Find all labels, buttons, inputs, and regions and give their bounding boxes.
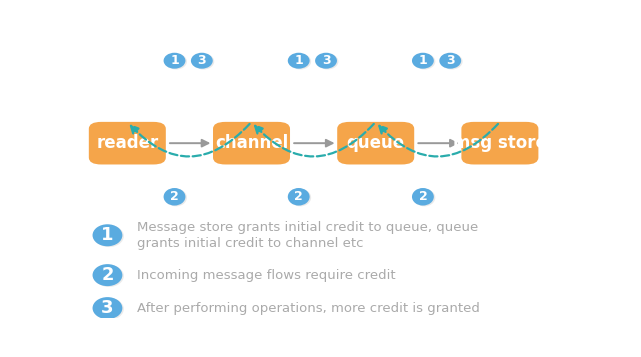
Text: 3: 3 [446, 54, 454, 67]
Text: 1: 1 [294, 54, 303, 67]
Ellipse shape [289, 54, 311, 70]
Text: 2: 2 [170, 190, 179, 203]
FancyBboxPatch shape [213, 122, 290, 165]
Text: msg store: msg store [453, 134, 547, 152]
Ellipse shape [315, 53, 337, 69]
Text: grants initial credit to channel etc: grants initial credit to channel etc [137, 237, 363, 250]
Text: 1: 1 [101, 226, 113, 244]
Text: 3: 3 [101, 299, 113, 317]
Ellipse shape [163, 188, 185, 206]
Ellipse shape [165, 189, 187, 206]
Ellipse shape [92, 297, 122, 319]
Text: 3: 3 [322, 54, 330, 67]
Text: 1: 1 [419, 54, 428, 67]
Ellipse shape [192, 54, 214, 70]
Ellipse shape [317, 54, 338, 70]
Ellipse shape [412, 188, 434, 206]
Ellipse shape [413, 54, 435, 70]
Text: reader: reader [96, 134, 158, 152]
Ellipse shape [92, 224, 122, 246]
Text: channel: channel [215, 134, 288, 152]
Ellipse shape [288, 53, 310, 69]
Text: 2: 2 [101, 266, 113, 284]
Ellipse shape [165, 54, 187, 70]
Ellipse shape [94, 298, 124, 320]
Ellipse shape [94, 265, 124, 287]
Ellipse shape [163, 53, 185, 69]
Ellipse shape [289, 189, 311, 206]
Ellipse shape [441, 54, 463, 70]
Text: 3: 3 [197, 54, 206, 67]
Ellipse shape [92, 264, 122, 286]
Ellipse shape [94, 225, 124, 247]
Ellipse shape [191, 53, 213, 69]
FancyBboxPatch shape [89, 122, 166, 165]
FancyBboxPatch shape [337, 122, 414, 165]
Text: 2: 2 [294, 190, 303, 203]
Ellipse shape [412, 53, 434, 69]
Text: 1: 1 [170, 54, 179, 67]
Text: Incoming message flows require credit: Incoming message flows require credit [137, 268, 396, 282]
FancyBboxPatch shape [462, 122, 538, 165]
Text: Message store grants initial credit to queue, queue: Message store grants initial credit to q… [137, 221, 478, 233]
Ellipse shape [288, 188, 310, 206]
Text: 2: 2 [419, 190, 428, 203]
Text: After performing operations, more credit is granted: After performing operations, more credit… [137, 302, 480, 315]
Text: queue: queue [347, 134, 404, 152]
Ellipse shape [413, 189, 435, 206]
Ellipse shape [439, 53, 461, 69]
